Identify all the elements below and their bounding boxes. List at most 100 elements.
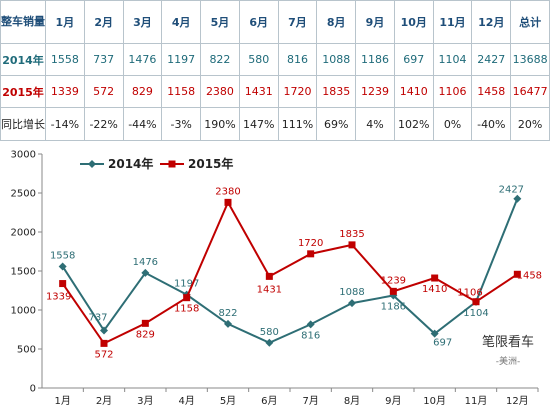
data-label: 1476 [133, 257, 158, 268]
data-label: 1410 [422, 284, 447, 295]
table-cell: 1186 [355, 43, 395, 76]
x-tick-label: 7月 [302, 395, 318, 407]
data-label: 1558 [50, 250, 75, 261]
table-cell: 1410 [393, 75, 434, 108]
table-cell: 1720 [277, 75, 318, 108]
data-point [224, 198, 232, 206]
x-tick-label: 2月 [96, 395, 112, 407]
month-header: 9月 [355, 0, 395, 44]
data-point [513, 270, 521, 278]
x-tick-label: 9月 [385, 395, 401, 407]
x-tick-label: 3月 [137, 395, 153, 407]
data-label: 1720 [298, 238, 323, 249]
data-label: 1835 [339, 229, 364, 240]
table-cell: 816 [277, 43, 318, 76]
series-line-2014 [61, 198, 519, 344]
data-point [472, 298, 480, 306]
table-cell: 1239 [355, 75, 395, 108]
x-tick-label: 4月 [178, 395, 194, 407]
data-label: 1197 [174, 279, 199, 290]
table-cell: -3% [161, 107, 202, 141]
sales-line-chart: 0 500 1000 1500 2000 2500 3000 1月 2月 3月 4月 5月 6月 7月 8月… [11, 150, 543, 408]
y-tick-label: 2500 [11, 189, 36, 200]
table-cell: 1104 [432, 43, 473, 76]
table-cell: 737 [83, 43, 124, 76]
data-label: 580 [260, 327, 279, 338]
x-tick-label: 11月 [465, 395, 488, 407]
y-tick-label: 1000 [11, 306, 36, 317]
table-cell: 69% [316, 107, 357, 141]
data-point [183, 294, 191, 302]
total-header: 总计 [510, 0, 550, 44]
data-point [265, 272, 273, 280]
table-cell: -14% [45, 107, 85, 141]
table-cell: -22% [83, 107, 124, 141]
table-cell: 2380 [200, 75, 240, 108]
data-label: 1239 [381, 275, 406, 286]
table-cell: 147% [238, 107, 279, 141]
table-cell: 1476 [122, 43, 163, 76]
table-cell: 4% [355, 107, 395, 141]
x-tick-label: 12月 [506, 395, 529, 407]
data-label: 1104 [463, 308, 488, 319]
month-header: 3月 [122, 0, 163, 44]
table-cell: 572 [83, 75, 124, 108]
y-tick-label: 1500 [11, 267, 36, 278]
data-label: 1458 [517, 270, 542, 281]
month-header: 1月 [45, 0, 85, 44]
table-cell: 1106 [432, 75, 473, 108]
data-point [348, 299, 356, 308]
month-header: 2月 [83, 0, 124, 44]
data-point [348, 241, 356, 249]
table-cell: 822 [200, 43, 240, 76]
table-corner-label: 整车销量 [0, 0, 46, 44]
row-label-2015: 2015年 [0, 75, 46, 108]
data-label: 572 [94, 349, 113, 360]
x-tick-label: 10月 [423, 395, 446, 407]
table-cell: 102% [393, 107, 434, 141]
month-header: 11月 [432, 0, 473, 44]
table-cell: 1431 [238, 75, 279, 108]
y-tick-label: 3000 [11, 150, 36, 161]
table-cell: -40% [471, 107, 512, 141]
data-point [306, 320, 315, 329]
table-cell: -44% [122, 107, 163, 141]
month-header: 12月 [471, 0, 512, 44]
data-point [141, 268, 150, 277]
y-tick-label: 0 [30, 384, 36, 395]
total-cell: 20% [510, 107, 550, 141]
month-header: 10月 [393, 0, 434, 44]
month-header: 5月 [200, 0, 240, 44]
sales-table: 整车销量 1月 2月 3月 4月 5月 6月 7月 8月 9月 10月 11月 … [0, 0, 550, 141]
data-point [58, 262, 67, 271]
legend-label: 2014年 [108, 156, 153, 171]
table-cell: 580 [238, 43, 279, 76]
table-cell: 111% [277, 107, 318, 141]
table-cell: 829 [122, 75, 163, 108]
watermark-subtitle: -美洲- [496, 355, 521, 367]
x-tick-label: 5月 [220, 395, 236, 407]
legend-label: 2015年 [188, 156, 233, 171]
table-cell: 1158 [161, 75, 202, 108]
month-header: 7月 [277, 0, 318, 44]
data-point [100, 339, 108, 347]
table-row-2015: 2015年 1339 572 829 1158 2380 1431 1720 1… [0, 75, 550, 108]
table-cell: 0% [432, 107, 473, 141]
data-point [430, 329, 439, 338]
data-label: 1339 [46, 292, 71, 303]
y-tick-label: 2000 [11, 228, 36, 239]
data-label: 822 [218, 308, 237, 319]
data-point [307, 250, 315, 258]
total-cell: 13688 [510, 43, 550, 76]
data-point [431, 274, 439, 282]
watermark-title: 笔限看车 [482, 334, 534, 350]
data-label: 737 [88, 313, 107, 324]
data-label: 1158 [174, 304, 199, 315]
data-point [265, 338, 274, 347]
table-cell: 1558 [45, 43, 85, 76]
table-cell: 1458 [471, 75, 512, 108]
row-label-2014: 2014年 [0, 43, 46, 76]
table-row-2014: 2014年 1558 737 1476 1197 822 580 816 108… [0, 43, 550, 76]
data-point [59, 280, 67, 288]
data-point [513, 194, 522, 203]
